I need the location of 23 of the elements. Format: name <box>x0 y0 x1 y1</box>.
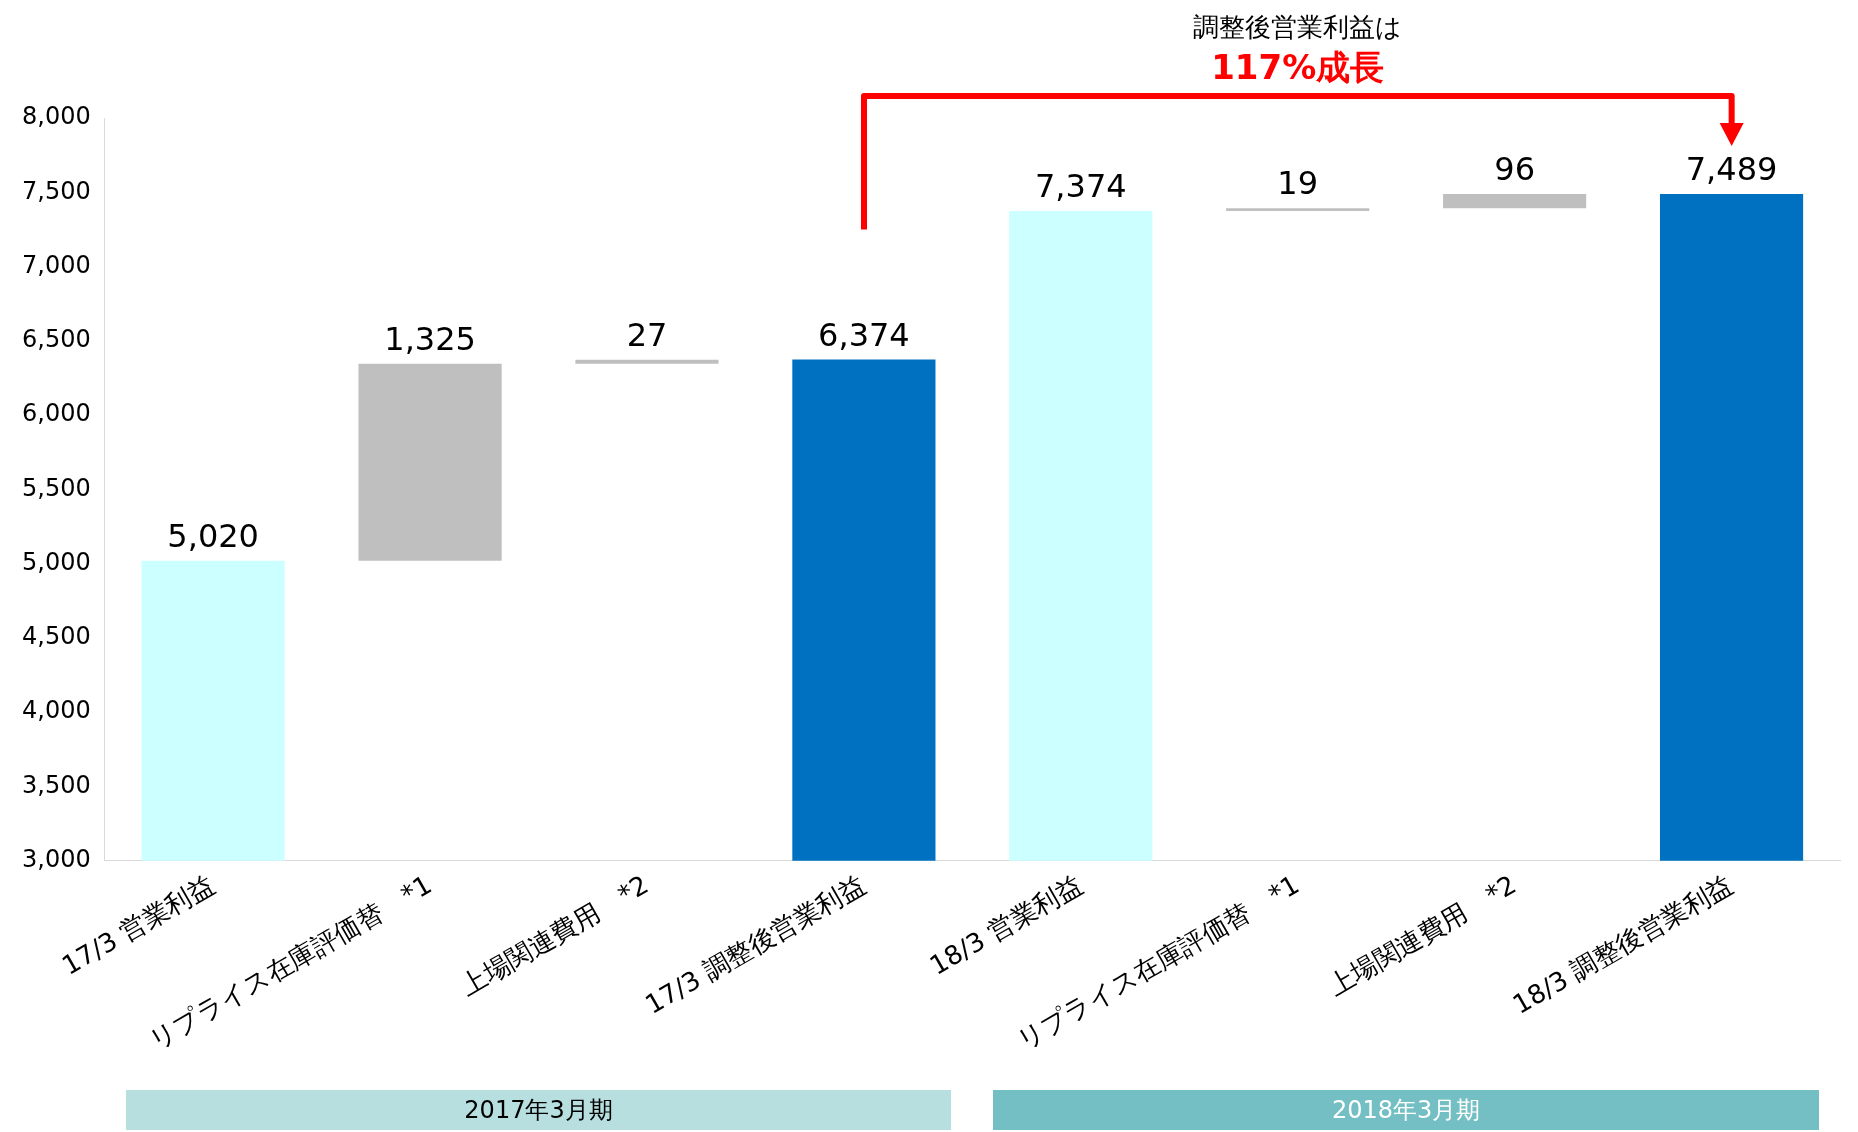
x-tick-label: 18/3 営業利益 <box>924 869 1088 981</box>
text: 117%成長 <box>1210 46 1386 89</box>
data-label: 5,020 <box>167 516 259 555</box>
y-tick-label: 7,500 <box>21 176 91 205</box>
y-tick-label: 7,000 <box>21 250 91 279</box>
data-label: 7,489 <box>1685 150 1778 189</box>
text: 2018年3月期 <box>993 1090 1820 1130</box>
data-label: 1,325 <box>384 320 476 359</box>
text: 2017年3月期 <box>125 1090 952 1130</box>
y-tick-label: 3,500 <box>21 770 91 799</box>
data-label: 7,374 <box>1035 167 1127 206</box>
y-tick-label: 4,000 <box>21 696 91 725</box>
data-label: 27 <box>626 316 668 355</box>
y-tick-label: 5,000 <box>21 547 91 576</box>
data-label: 6,374 <box>818 315 910 354</box>
y-tick-label: 4,500 <box>21 622 91 651</box>
y-tick-label: 6,500 <box>21 325 91 354</box>
data-label: 96 <box>1494 150 1535 189</box>
y-tick-label: 6,000 <box>21 399 91 428</box>
y-tick-label: 8,000 <box>21 102 91 131</box>
data-label: 19 <box>1277 164 1319 203</box>
text: 調整後営業利益は <box>1192 11 1404 44</box>
y-tick-label: 5,500 <box>21 473 91 502</box>
